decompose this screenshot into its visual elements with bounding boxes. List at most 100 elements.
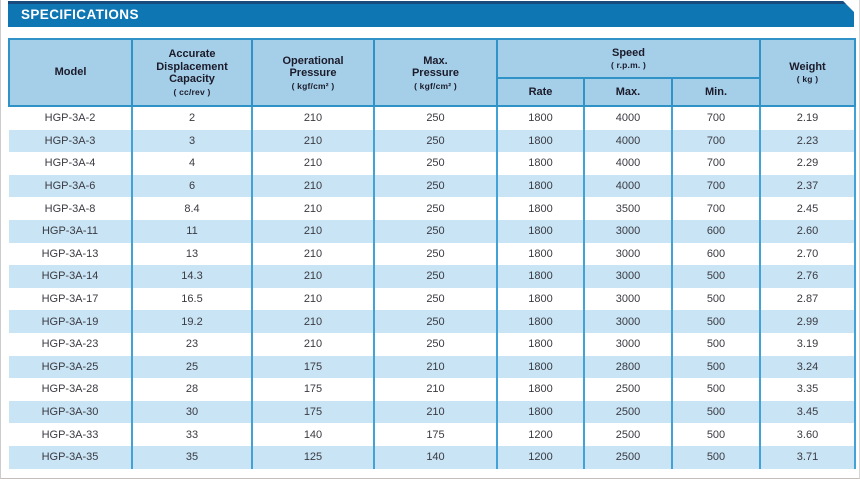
cell-weight: 2.60	[760, 219, 856, 243]
cell-weight: 2.45	[760, 197, 856, 220]
section-banner-title: SPECIFICATIONS	[21, 7, 139, 22]
cell-model: HGP-3A-19	[9, 310, 133, 333]
table-row: HGP-3A-14 14.3 210 250 1800 3000 500 2.76	[9, 265, 856, 288]
cell-model: HGP-3A-17	[9, 287, 133, 311]
cell-max_pressure: 210	[374, 355, 498, 379]
cell-operational_pressure: 175	[252, 355, 375, 379]
cell-operational_pressure: 210	[252, 242, 375, 266]
cell-model: HGP-3A-35	[9, 445, 133, 469]
cell-speed_max: 4000	[584, 152, 673, 175]
cell-operational_pressure: 140	[252, 423, 375, 446]
table-row: HGP-3A-6 6 210 250 1800 4000 700 2.37	[9, 174, 856, 198]
cell-speed_min: 700	[672, 129, 761, 153]
cell-speed_rate: 1800	[497, 174, 585, 198]
cell-max_pressure: 250	[374, 242, 498, 266]
cell-model: HGP-3A-28	[9, 378, 133, 401]
cell-speed_max: 3000	[584, 287, 673, 311]
header-speed-group: Speed ( r.p.m. )	[496, 38, 761, 79]
header-weight-title: Weight	[789, 60, 826, 73]
header-speed-unit: ( r.p.m. )	[610, 60, 647, 71]
cell-speed_rate: 1200	[497, 445, 585, 469]
cell-speed_rate: 1800	[497, 197, 585, 220]
header-speed-max-label: Max.	[615, 85, 641, 98]
header-speed-rate: Rate	[496, 77, 585, 107]
table-row: HGP-3A-3 3 210 250 1800 4000 700 2.23	[9, 129, 856, 153]
table-row: HGP-3A-8 8.4 210 250 1800 3500 700 2.45	[9, 197, 856, 220]
table-row: HGP-3A-2 2 210 250 1800 4000 700 2.19	[9, 106, 856, 130]
cell-speed_max: 4000	[584, 174, 673, 198]
cell-weight: 3.71	[760, 445, 856, 469]
cell-model: HGP-3A-8	[9, 197, 133, 220]
cell-weight: 2.19	[760, 106, 856, 130]
cell-speed_rate: 1800	[497, 332, 585, 356]
cell-speed_min: 500	[672, 378, 761, 401]
cell-displacement: 35	[132, 445, 253, 469]
cell-displacement: 28	[132, 378, 253, 401]
cell-weight: 2.37	[760, 174, 856, 198]
cell-speed_min: 700	[672, 174, 761, 198]
cell-max_pressure: 250	[374, 174, 498, 198]
cell-operational_pressure: 210	[252, 197, 375, 220]
cell-speed_rate: 1800	[497, 152, 585, 175]
cell-weight: 2.87	[760, 287, 856, 311]
cell-weight: 3.35	[760, 378, 856, 401]
cell-operational_pressure: 210	[252, 287, 375, 311]
header-displacement-capacity: Accurate Displacement Capacity ( cc/rev …	[131, 38, 253, 107]
cell-speed_min: 500	[672, 423, 761, 446]
header-max-pressure: Max. Pressure ( kgf/cm² )	[373, 38, 498, 107]
header-speed-title: Speed	[611, 46, 645, 59]
cell-speed_max: 2800	[584, 355, 673, 379]
cell-displacement: 8.4	[132, 197, 253, 220]
cell-max_pressure: 250	[374, 197, 498, 220]
cell-displacement: 23	[132, 332, 253, 356]
header-operational-pressure-unit: ( kgf/cm² )	[291, 80, 335, 91]
cell-speed_rate: 1800	[497, 106, 585, 130]
cell-speed_rate: 1800	[497, 265, 585, 288]
cell-speed_max: 2500	[584, 423, 673, 446]
cell-operational_pressure: 210	[252, 332, 375, 356]
header-speed-max: Max.	[583, 77, 673, 107]
cell-speed_min: 500	[672, 400, 761, 424]
cell-speed_max: 2500	[584, 445, 673, 469]
table-row: HGP-3A-35 35 125 140 1200 2500 500 3.71	[9, 445, 856, 469]
header-weight: Weight ( kg )	[759, 38, 856, 107]
header-displacement-title: Accurate Displacement Capacity	[156, 48, 228, 86]
cell-model: HGP-3A-6	[9, 174, 133, 198]
cell-operational_pressure: 125	[252, 445, 375, 469]
cell-max_pressure: 250	[374, 332, 498, 356]
cell-speed_max: 4000	[584, 129, 673, 153]
cell-max_pressure: 250	[374, 310, 498, 333]
cell-speed_rate: 1800	[497, 378, 585, 401]
cell-operational_pressure: 210	[252, 265, 375, 288]
cell-speed_min: 700	[672, 106, 761, 130]
cell-speed_max: 3000	[584, 265, 673, 288]
cell-speed_rate: 1800	[497, 129, 585, 153]
cell-speed_rate: 1800	[497, 287, 585, 311]
header-speed-rate-label: Rate	[528, 85, 553, 98]
cell-model: HGP-3A-14	[9, 265, 133, 288]
cell-speed_max: 3000	[584, 219, 673, 243]
cell-speed_min: 500	[672, 355, 761, 379]
cell-max_pressure: 250	[374, 287, 498, 311]
cell-max_pressure: 250	[374, 152, 498, 175]
cell-weight: 3.19	[760, 332, 856, 356]
cell-model: HGP-3A-3	[9, 129, 133, 153]
cell-operational_pressure: 210	[252, 219, 375, 243]
cell-speed_min: 500	[672, 332, 761, 356]
cell-model: HGP-3A-4	[9, 152, 133, 175]
section-banner: SPECIFICATIONS	[8, 1, 854, 27]
cell-model: HGP-3A-2	[9, 106, 133, 130]
header-max-pressure-unit: ( kgf/cm² )	[414, 80, 457, 91]
cell-speed_max: 3500	[584, 197, 673, 220]
cell-displacement: 25	[132, 355, 253, 379]
table-row: HGP-3A-33 33 140 175 1200 2500 500 3.60	[9, 423, 856, 446]
cell-operational_pressure: 175	[252, 378, 375, 401]
cell-speed_max: 4000	[584, 106, 673, 130]
table-row: HGP-3A-25 25 175 210 1800 2800 500 3.24	[9, 355, 856, 379]
table-row: HGP-3A-13 13 210 250 1800 3000 600 2.70	[9, 242, 856, 266]
header-weight-unit: ( kg )	[796, 74, 819, 85]
cell-displacement: 16.5	[132, 287, 253, 311]
cell-weight: 2.70	[760, 242, 856, 266]
cell-speed_rate: 1200	[497, 423, 585, 446]
cell-model: HGP-3A-30	[9, 400, 133, 424]
